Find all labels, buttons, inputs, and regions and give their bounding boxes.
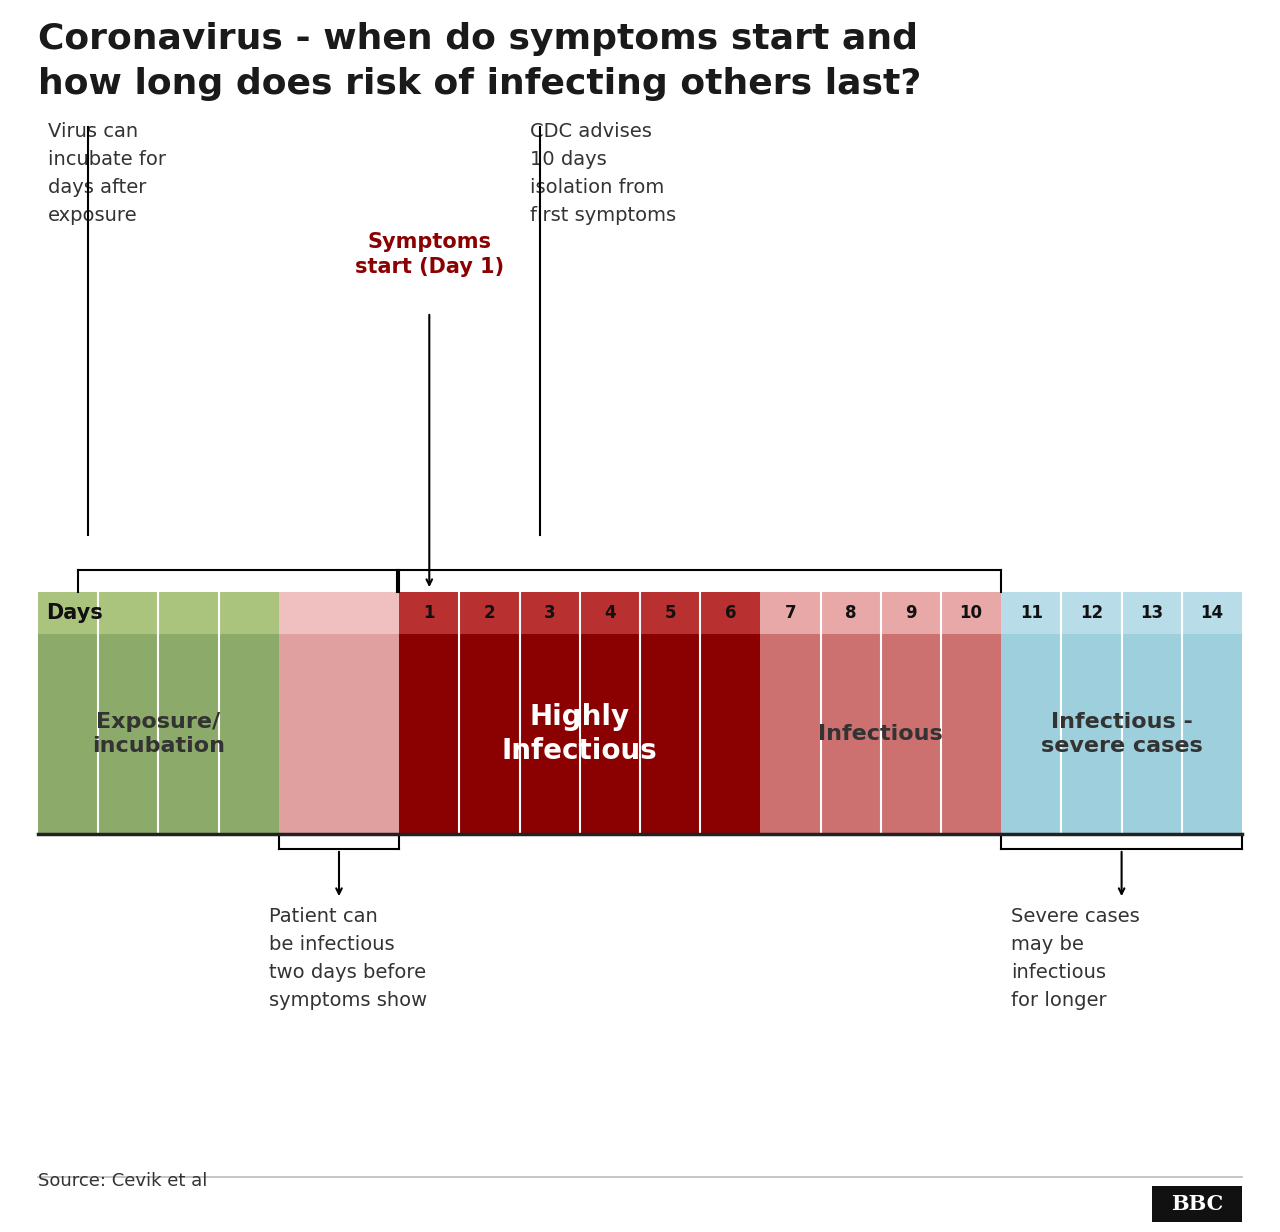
Text: Coronavirus - when do symptoms start and: Coronavirus - when do symptoms start and xyxy=(38,22,918,55)
Text: Virus can
incubate for
days after
exposure: Virus can incubate for days after exposu… xyxy=(49,122,166,225)
Bar xyxy=(399,634,760,834)
Text: 14: 14 xyxy=(1201,604,1224,622)
Text: BBC: BBC xyxy=(1171,1194,1224,1214)
Bar xyxy=(760,634,1001,834)
Text: 6: 6 xyxy=(724,604,736,622)
Text: 9: 9 xyxy=(905,604,916,622)
Text: 7: 7 xyxy=(785,604,796,622)
Text: Severe cases
may be
infectious
for longer: Severe cases may be infectious for longe… xyxy=(1011,907,1140,1010)
Text: Source: Cevik et al: Source: Cevik et al xyxy=(38,1172,207,1190)
Text: Infectious -
severe cases: Infectious - severe cases xyxy=(1041,712,1202,756)
Text: 4: 4 xyxy=(604,604,616,622)
Text: 8: 8 xyxy=(845,604,856,622)
Text: 12: 12 xyxy=(1080,604,1103,622)
Bar xyxy=(1152,1186,1242,1222)
Bar xyxy=(399,593,760,634)
Text: 11: 11 xyxy=(1020,604,1043,622)
Bar xyxy=(38,593,279,634)
Text: 3: 3 xyxy=(544,604,556,622)
Text: 13: 13 xyxy=(1140,604,1164,622)
Text: Exposure/
incubation: Exposure/ incubation xyxy=(92,712,225,756)
Text: Days: Days xyxy=(46,602,102,623)
Text: CDC advises
10 days
isolation from
first symptoms: CDC advises 10 days isolation from first… xyxy=(530,122,676,225)
Text: 2: 2 xyxy=(484,604,495,622)
Text: Infectious: Infectious xyxy=(818,724,943,744)
Text: Highly
Infectious: Highly Infectious xyxy=(502,702,658,765)
Bar xyxy=(760,593,1001,634)
Bar xyxy=(1001,593,1242,634)
Text: how long does risk of infecting others last?: how long does risk of infecting others l… xyxy=(38,67,922,101)
Text: Symptoms
start (Day 1): Symptoms start (Day 1) xyxy=(355,232,504,277)
Text: 10: 10 xyxy=(960,604,983,622)
Bar xyxy=(1001,634,1242,834)
Bar xyxy=(38,634,279,834)
Bar xyxy=(279,593,399,634)
Text: Patient can
be infectious
two days before
symptoms show: Patient can be infectious two days befor… xyxy=(269,907,428,1010)
Bar xyxy=(279,634,399,834)
Text: 5: 5 xyxy=(664,604,676,622)
Text: 1: 1 xyxy=(424,604,435,622)
